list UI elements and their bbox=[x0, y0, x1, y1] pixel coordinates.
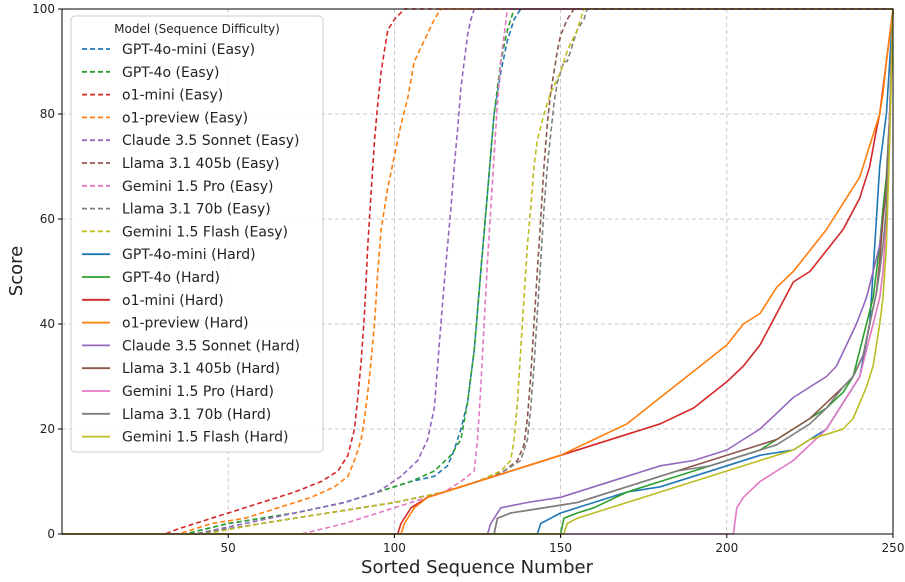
axis-ticks: 50 100 150 200 250 0 20 40 60 80 100 bbox=[32, 2, 904, 555]
legend-label: o1-preview (Easy) bbox=[122, 110, 248, 126]
legend-label: GPT-4o (Easy) bbox=[122, 65, 219, 81]
legend-label: Gemini 1.5 Flash (Hard) bbox=[122, 430, 288, 446]
y-tick-label: 0 bbox=[47, 527, 55, 541]
legend-label: Gemini 1.5 Pro (Hard) bbox=[122, 384, 274, 400]
legend-box bbox=[70, 15, 324, 453]
series-line bbox=[62, 8, 893, 535]
series-line bbox=[62, 8, 893, 535]
y-tick-label: 80 bbox=[40, 107, 55, 121]
x-tick-label: 250 bbox=[882, 541, 905, 555]
x-tick-label: 50 bbox=[221, 541, 236, 555]
x-tick-label: 150 bbox=[549, 541, 572, 555]
series-lines bbox=[62, 8, 894, 535]
legend-label: o1-mini (Easy) bbox=[122, 88, 223, 104]
legend-label: Claude 3.5 Sonnet (Hard) bbox=[122, 338, 300, 354]
plot-frame bbox=[61, 8, 894, 535]
x-axis-label: Sorted Sequence Number bbox=[361, 557, 594, 578]
legend-title: Model (Sequence Difficulty) bbox=[114, 22, 280, 36]
series-line bbox=[62, 8, 894, 535]
legend-label: GPT-4o-mini (Hard) bbox=[122, 247, 256, 263]
legend-label: Llama 3.1 70b (Easy) bbox=[122, 202, 271, 218]
legend-label: Llama 3.1 405b (Hard) bbox=[122, 361, 280, 377]
legend-label: o1-mini (Hard) bbox=[122, 293, 224, 309]
series-line bbox=[62, 8, 894, 535]
series-line bbox=[62, 8, 893, 535]
legend-label: Gemini 1.5 Pro (Easy) bbox=[122, 179, 274, 195]
legend: Model (Sequence Difficulty) GPT-4o-mini … bbox=[70, 15, 324, 453]
y-tick-label: 20 bbox=[40, 422, 55, 436]
y-tick-label: 60 bbox=[40, 212, 55, 226]
legend-label: Gemini 1.5 Flash (Easy) bbox=[122, 224, 288, 240]
legend-label: Claude 3.5 Sonnet (Easy) bbox=[122, 133, 299, 149]
series-line bbox=[62, 8, 894, 535]
series-line bbox=[62, 8, 893, 535]
legend-label: Llama 3.1 70b (Hard) bbox=[122, 407, 271, 423]
series-line bbox=[62, 8, 894, 535]
legend-label: GPT-4o-mini (Easy) bbox=[122, 42, 255, 58]
y-axis-label: Score bbox=[6, 246, 27, 296]
legend-label: Llama 3.1 405b (Easy) bbox=[122, 156, 280, 172]
series-line bbox=[62, 8, 894, 535]
y-tick-label: 100 bbox=[32, 2, 55, 16]
x-tick-label: 100 bbox=[383, 541, 406, 555]
series-line bbox=[62, 8, 893, 535]
y-tick-label: 40 bbox=[40, 317, 55, 331]
legend-label: o1-preview (Hard) bbox=[122, 316, 249, 332]
legend-label: GPT-4o (Hard) bbox=[122, 270, 220, 286]
x-tick-label: 200 bbox=[715, 541, 738, 555]
